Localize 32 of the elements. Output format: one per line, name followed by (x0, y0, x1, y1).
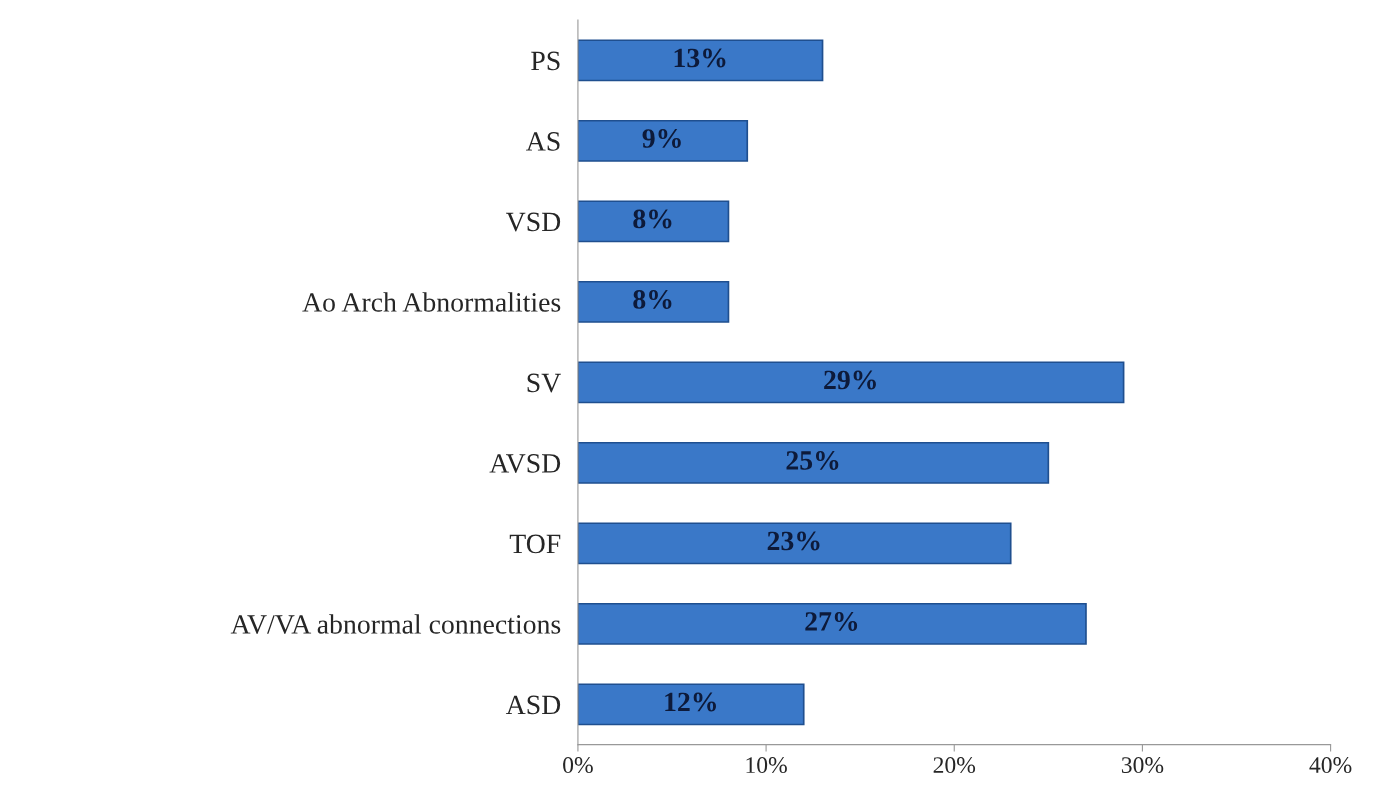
bar (577, 522, 1012, 565)
bar (577, 602, 1087, 645)
y-tick-label: SV (527, 373, 561, 393)
bar (577, 441, 1050, 484)
data-label: 23% (767, 531, 820, 551)
bar (577, 200, 730, 243)
x-tick-label: 30% (1121, 757, 1164, 774)
bar (577, 280, 730, 323)
y-tick-label: AS (526, 132, 560, 151)
y-tick-label: Ao Arch Abnormalities (302, 292, 561, 312)
x-tick-label: 20% (933, 757, 976, 774)
y-tick-label: AV/VA abnormal connections (230, 614, 561, 634)
x-tick-label: 0% (563, 757, 593, 774)
data-label: 13% (674, 48, 726, 68)
data-label: 8% (633, 290, 672, 309)
data-label: 8% (633, 209, 672, 229)
y-tick-label: AVSD (489, 454, 561, 473)
y-tick-label: TOF (509, 534, 561, 554)
data-label: 25% (786, 451, 839, 470)
bar (577, 119, 749, 162)
data-label: 9% (642, 129, 681, 148)
x-tick-label: 40% (1309, 757, 1352, 774)
bar (577, 361, 1125, 404)
y-tick-label: PS (531, 51, 560, 71)
y-tick-label: VSD (506, 212, 561, 232)
y-tick-label: ASD (505, 695, 561, 715)
data-label: 12% (665, 692, 716, 712)
x-tick-label: 10% (746, 757, 787, 774)
data-label: 29% (824, 370, 876, 390)
bar (577, 39, 824, 82)
data-label: 27% (805, 612, 858, 631)
bar (577, 683, 805, 726)
